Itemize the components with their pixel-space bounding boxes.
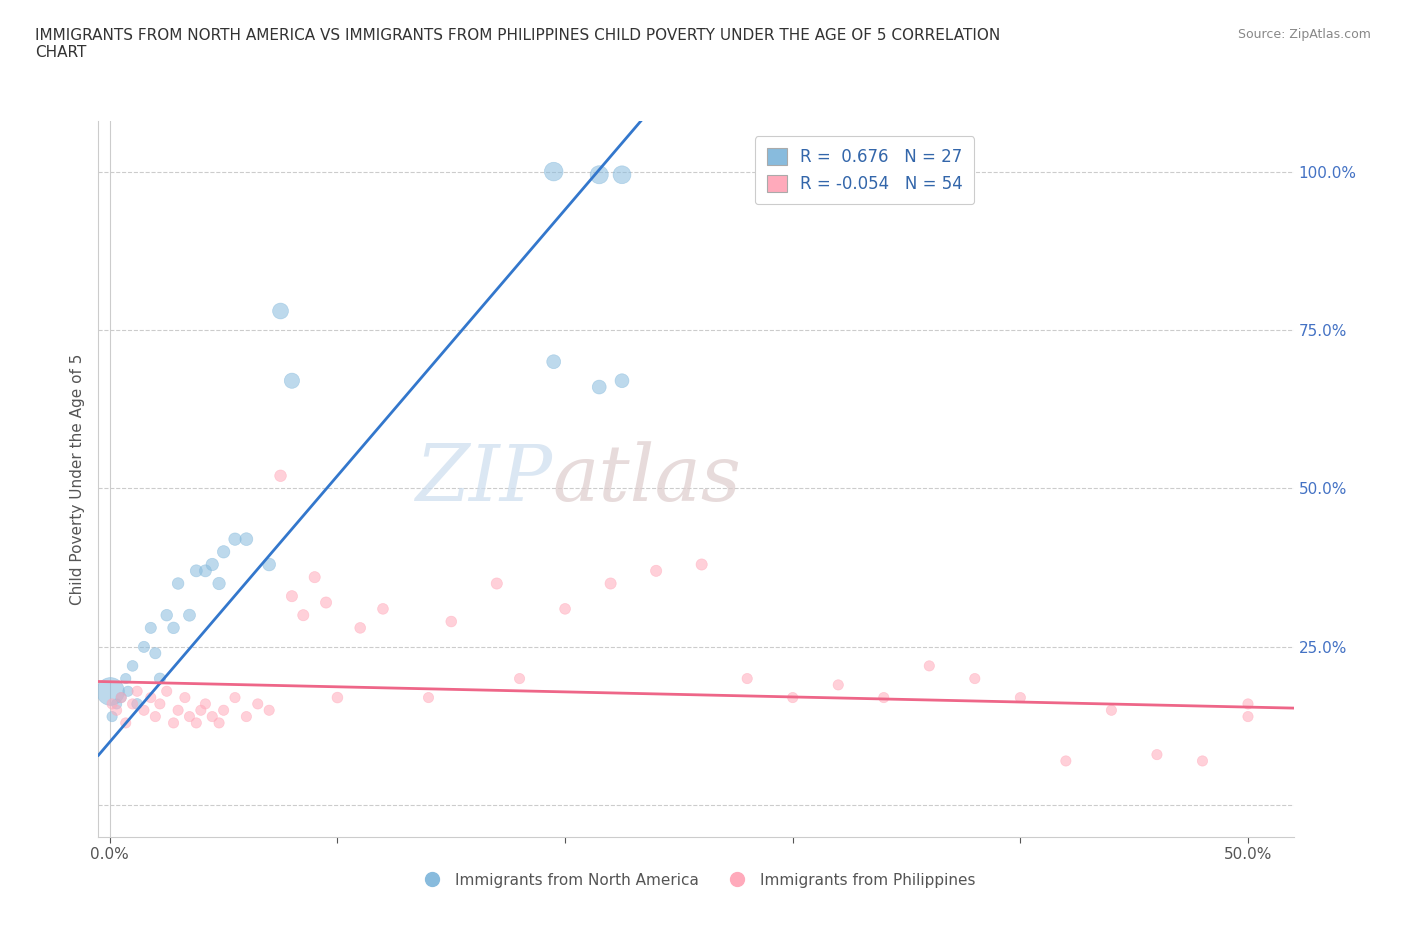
Point	[194, 697, 217, 711]
Point	[281, 373, 304, 388]
Point	[149, 697, 172, 711]
Point	[610, 373, 633, 388]
Point	[105, 703, 128, 718]
Point	[599, 576, 621, 591]
Point	[121, 658, 143, 673]
Point	[224, 690, 246, 705]
Point	[1191, 753, 1213, 768]
Legend: Immigrants from North America, Immigrants from Philippines: Immigrants from North America, Immigrant…	[411, 867, 981, 894]
Point	[121, 697, 143, 711]
Point	[101, 710, 124, 724]
Point	[827, 677, 849, 692]
Point	[162, 715, 184, 730]
Point	[212, 703, 235, 718]
Point	[174, 690, 197, 705]
Point	[208, 576, 231, 591]
Point	[186, 564, 208, 578]
Point	[315, 595, 337, 610]
Text: IMMIGRANTS FROM NORTH AMERICA VS IMMIGRANTS FROM PHILIPPINES CHILD POVERTY UNDER: IMMIGRANTS FROM NORTH AMERICA VS IMMIGRA…	[35, 28, 1001, 60]
Point	[98, 684, 121, 698]
Point	[149, 671, 172, 686]
Point	[105, 697, 128, 711]
Text: Source: ZipAtlas.com: Source: ZipAtlas.com	[1237, 28, 1371, 41]
Point	[1237, 710, 1260, 724]
Point	[117, 684, 139, 698]
Point	[588, 379, 610, 394]
Point	[110, 690, 132, 705]
Point	[179, 710, 201, 724]
Point	[257, 703, 280, 718]
Text: ZIP: ZIP	[415, 441, 553, 517]
Point	[873, 690, 896, 705]
Point	[485, 576, 508, 591]
Point	[270, 469, 292, 484]
Point	[1010, 690, 1032, 705]
Point	[208, 715, 231, 730]
Point	[326, 690, 349, 705]
Point	[543, 354, 565, 369]
Point	[963, 671, 986, 686]
Point	[645, 564, 668, 578]
Point	[782, 690, 804, 705]
Point	[132, 640, 155, 655]
Point	[167, 576, 190, 591]
Point	[114, 715, 136, 730]
Point	[1054, 753, 1077, 768]
Text: atlas: atlas	[553, 441, 741, 517]
Point	[292, 608, 315, 623]
Point	[554, 602, 576, 617]
Point	[186, 715, 208, 730]
Point	[110, 690, 132, 705]
Point	[1146, 747, 1168, 762]
Point	[156, 684, 179, 698]
Point	[610, 167, 633, 182]
Point	[270, 303, 292, 318]
Point	[1237, 697, 1260, 711]
Point	[1099, 703, 1122, 718]
Point	[143, 710, 166, 724]
Point	[101, 697, 124, 711]
Point	[201, 710, 224, 724]
Point	[588, 167, 610, 182]
Point	[139, 620, 162, 635]
Point	[167, 703, 190, 718]
Point	[235, 532, 257, 547]
Point	[201, 557, 224, 572]
Point	[371, 602, 394, 617]
Point	[509, 671, 531, 686]
Point	[281, 589, 304, 604]
Point	[246, 697, 269, 711]
Point	[132, 703, 155, 718]
Point	[257, 557, 280, 572]
Point	[918, 658, 941, 673]
Point	[179, 608, 201, 623]
Point	[156, 608, 179, 623]
Point	[143, 645, 166, 660]
Y-axis label: Child Poverty Under the Age of 5: Child Poverty Under the Age of 5	[69, 353, 84, 604]
Point	[127, 697, 149, 711]
Point	[224, 532, 246, 547]
Point	[162, 620, 184, 635]
Point	[212, 544, 235, 559]
Point	[127, 684, 149, 698]
Point	[190, 703, 212, 718]
Point	[440, 614, 463, 629]
Point	[114, 671, 136, 686]
Point	[543, 165, 565, 179]
Point	[735, 671, 758, 686]
Point	[304, 570, 326, 585]
Point	[139, 690, 162, 705]
Point	[690, 557, 713, 572]
Point	[418, 690, 440, 705]
Point	[194, 564, 217, 578]
Point	[349, 620, 371, 635]
Point	[235, 710, 257, 724]
